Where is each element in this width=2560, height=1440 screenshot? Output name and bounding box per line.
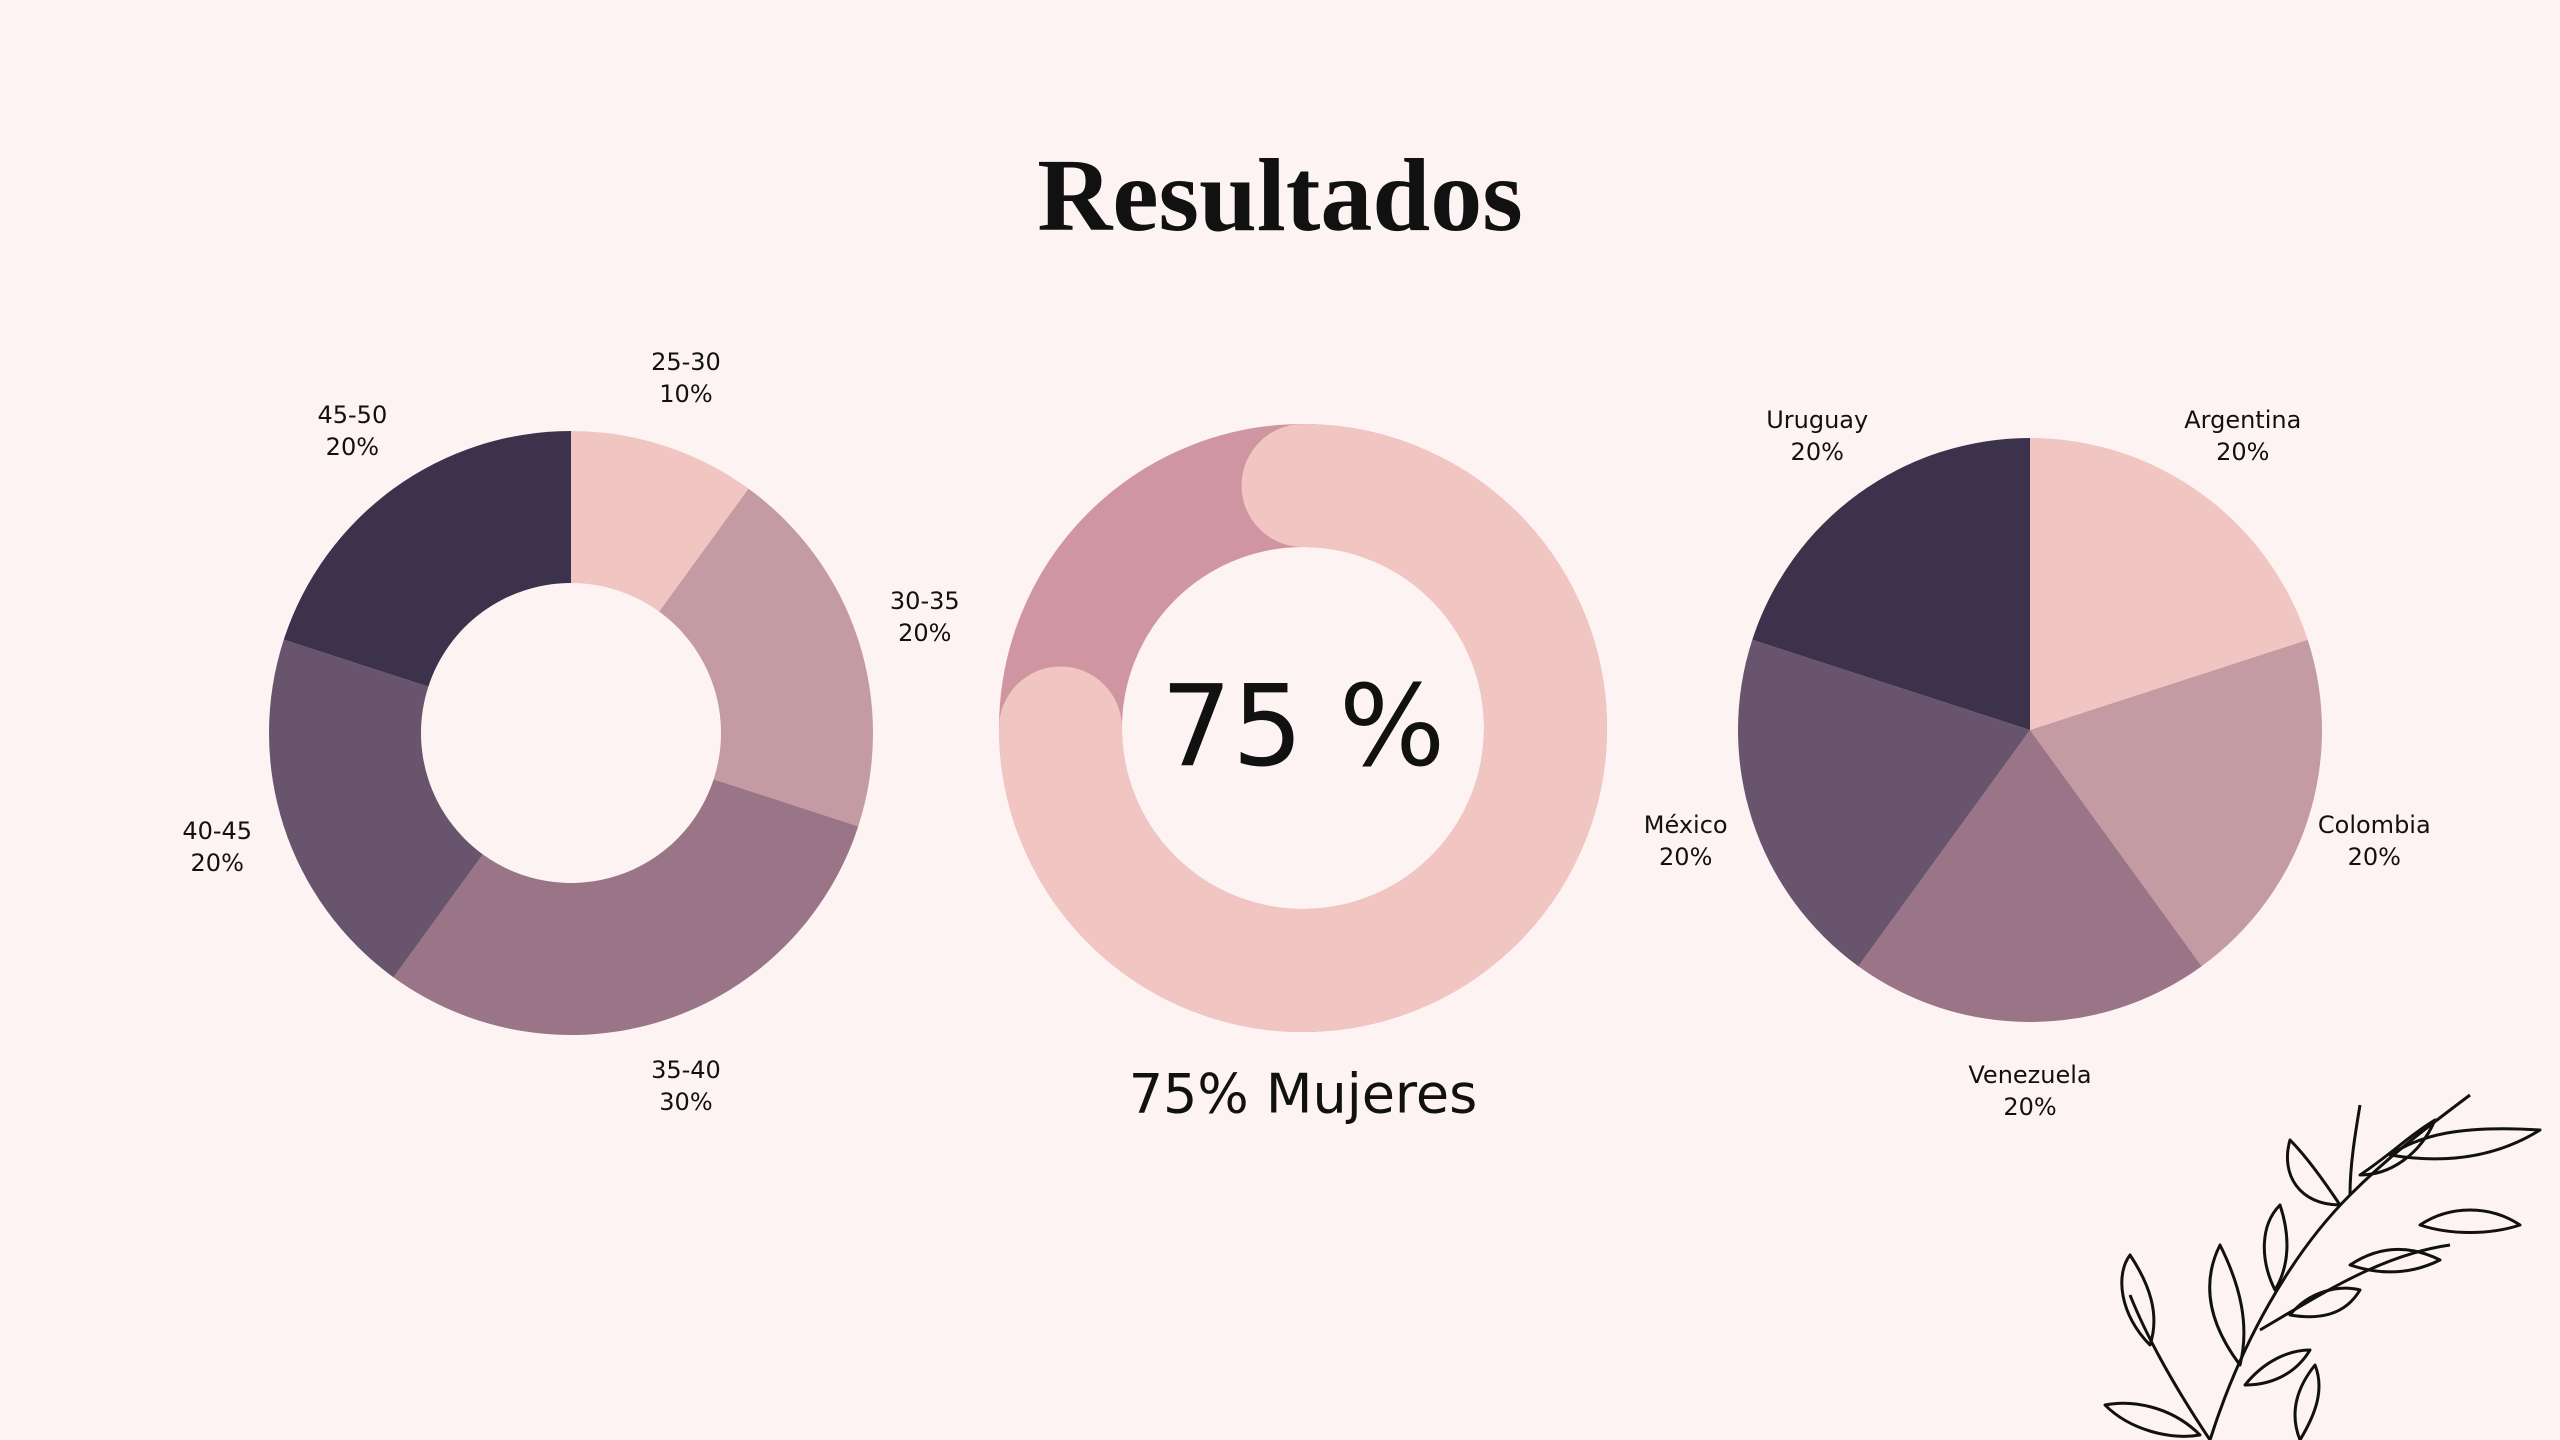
slice-value-label: 20%: [1659, 843, 1712, 871]
slice: [1752, 438, 2030, 730]
slice-category: 25-30: [651, 348, 721, 376]
progress-value-label: 75 %: [1161, 662, 1446, 792]
slice: [571, 431, 749, 612]
slice: [659, 488, 873, 827]
slice-value-label: 30%: [659, 1088, 712, 1116]
slice-value-label: 20%: [326, 433, 379, 461]
progress-arc: [999, 424, 1607, 1032]
slice-value-label: 20%: [898, 619, 951, 647]
slice-category: Uruguay: [1766, 406, 1868, 434]
slice-category: Colombia: [2318, 811, 2431, 839]
slice: [1737, 639, 2030, 967]
slice-category: 30-35: [890, 587, 960, 615]
slice: [283, 431, 571, 687]
slice-value-label: 20%: [191, 849, 244, 877]
slice-category: 45-50: [317, 401, 387, 429]
slice: [2030, 639, 2322, 967]
slice-category: Venezuela: [1968, 1061, 2091, 1089]
slice: [2030, 438, 2308, 730]
slice-category: México: [1644, 811, 1728, 839]
slice-value-label: 10%: [659, 380, 712, 408]
slice: [269, 639, 483, 978]
slide-title: Resultados: [1037, 138, 1522, 253]
slice-category: Argentina: [2184, 406, 2301, 434]
slice: [393, 779, 859, 1035]
slice-value-label: 20%: [1791, 438, 1844, 466]
slice-category: 35-40: [651, 1056, 721, 1084]
slice-value-label: 20%: [2216, 438, 2269, 466]
slice-category: 40-45: [182, 817, 252, 845]
progress-caption: 75% Mujeres: [1129, 1063, 1478, 1126]
leaf-decoration: [2103, 1093, 2542, 1440]
slice: [1858, 730, 2202, 1023]
slice-value-label: 20%: [2003, 1093, 2056, 1121]
slice-value-label: 20%: [2348, 843, 2401, 871]
